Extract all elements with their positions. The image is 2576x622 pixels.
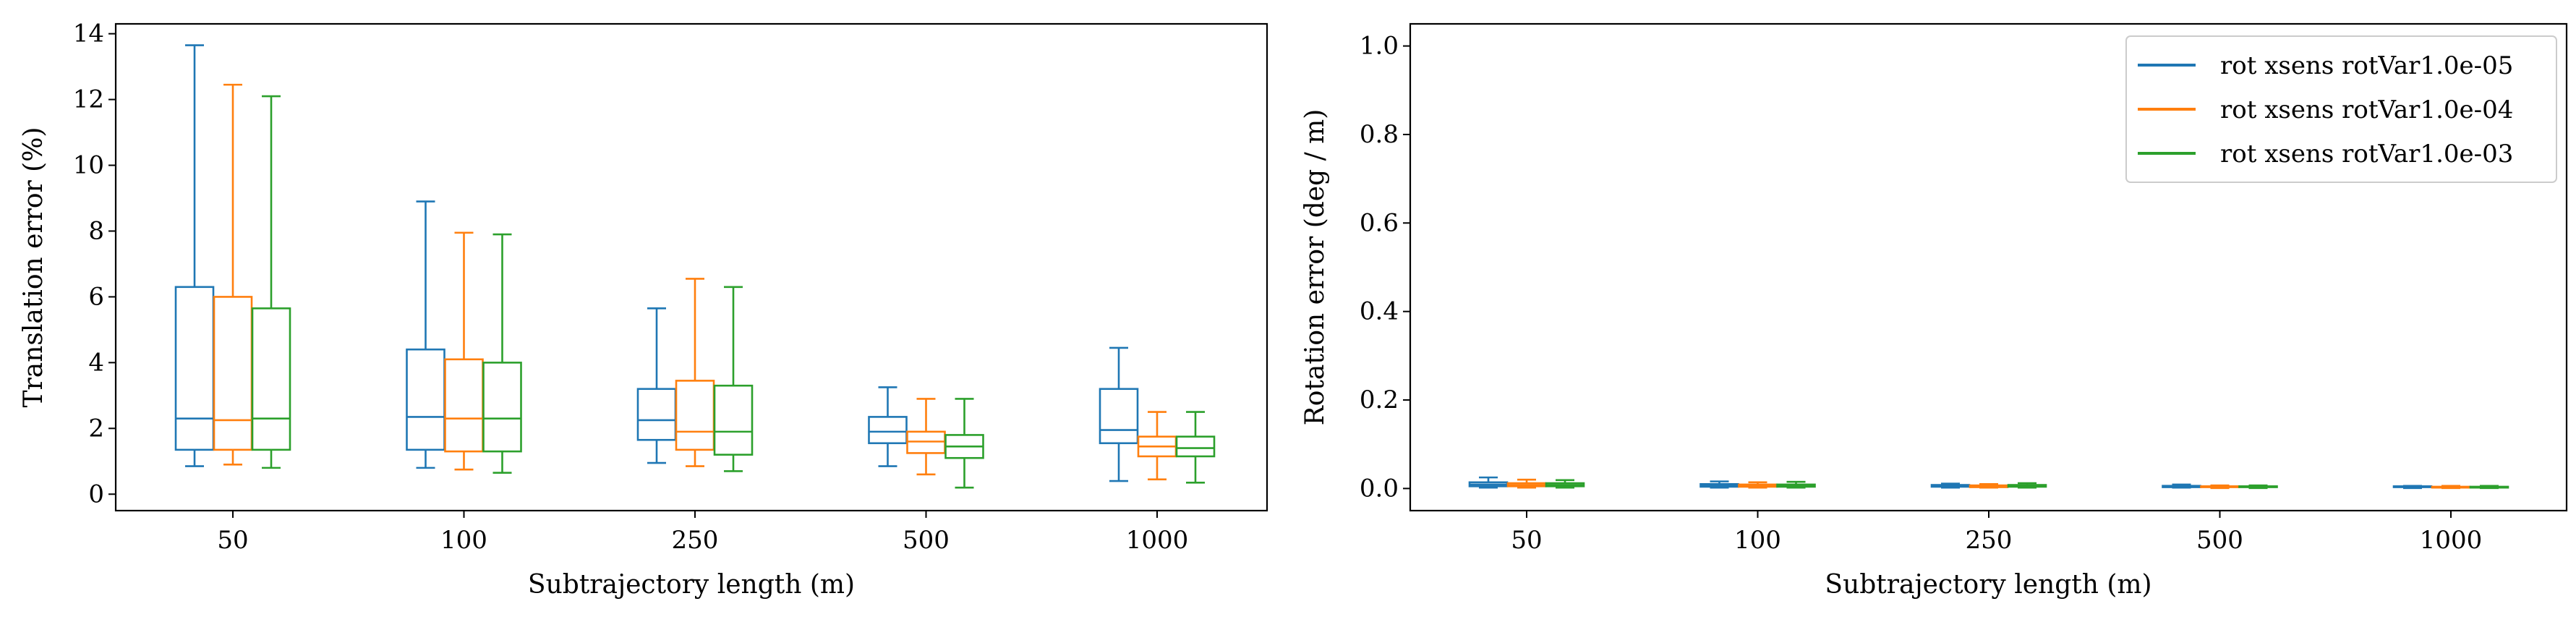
box-1000-series-1 xyxy=(1137,411,1177,481)
iqr-box xyxy=(713,384,754,456)
y-tick-label: 0.4 xyxy=(1360,297,1399,326)
axes-frame xyxy=(114,22,1268,512)
iqr-box xyxy=(636,388,677,441)
x-tick-label: 50 xyxy=(1511,526,1542,555)
series-1 xyxy=(1506,478,2471,490)
iqr-box xyxy=(174,286,215,451)
box-500-series-1 xyxy=(906,398,946,476)
x-tick-label: 1000 xyxy=(2420,526,2483,555)
x-tick-label: 250 xyxy=(672,526,719,555)
y-tick-label: 10 xyxy=(73,151,104,180)
box-100-series-1 xyxy=(444,231,484,471)
box-250-series-2 xyxy=(2007,482,2047,489)
box-50-series-2 xyxy=(1545,479,1585,489)
box-500-series-2 xyxy=(2238,484,2278,490)
box-50-series-0 xyxy=(174,44,215,467)
y-tick-label: 4 xyxy=(88,348,104,377)
legend-entry-label: rot xsens rotVar1.0e-03 xyxy=(2220,140,2513,169)
iqr-box xyxy=(1175,435,1216,458)
legend-entry-label: rot xsens rotVar1.0e-04 xyxy=(2220,95,2513,124)
x-tick-label: 1000 xyxy=(1126,526,1189,555)
series-2 xyxy=(1545,479,2509,490)
box-500-series-1 xyxy=(2200,484,2240,490)
y-tick-label: 0 xyxy=(88,480,104,508)
x-tick-label: 100 xyxy=(1734,526,1781,555)
x-tick-label: 100 xyxy=(440,526,487,555)
box-50-series-2 xyxy=(251,95,291,469)
series-0 xyxy=(174,44,1139,482)
y-axis-label: Rotation error (deg / m) xyxy=(1300,109,1330,426)
x-tick-label: 250 xyxy=(1966,526,2013,555)
legend-frame xyxy=(2125,35,2557,183)
iqr-box xyxy=(482,362,522,453)
box-1000-series-0 xyxy=(2392,485,2433,490)
x-axis-label: Subtrajectory length (m) xyxy=(528,570,855,600)
translation-error-panel: 0 2 4 6 8 10 12 14 50 100 250 500 1000 Subtrajectory … xyxy=(19,20,1268,600)
box-1000-series-0 xyxy=(1099,346,1139,482)
x-tick-label: 50 xyxy=(217,526,248,555)
box-50-series-1 xyxy=(1506,478,1547,489)
y-tick-label: 6 xyxy=(88,282,104,311)
box-100-series-1 xyxy=(1738,481,1778,489)
x-tick-label: 500 xyxy=(2196,526,2243,555)
series-1 xyxy=(213,83,1177,481)
legend: rot xsens rotVar1.0e-05 rot xsens rotVar1… xyxy=(2125,35,2557,183)
y-tick-label: 0.8 xyxy=(1360,120,1399,149)
y-tick-label: 0.0 xyxy=(1360,474,1399,503)
box-500-series-2 xyxy=(944,398,984,489)
iqr-box xyxy=(1099,388,1139,445)
y-tick-label: 0.2 xyxy=(1360,385,1399,414)
box-50-series-0 xyxy=(1468,476,1509,489)
rotation-error-panel: 0.0 0.2 0.4 0.6 0.8 1.0 50 100 250 500 1000 Subtraj… xyxy=(1300,22,2568,600)
iqr-box xyxy=(675,380,715,451)
y-tick-label: 2 xyxy=(88,414,104,443)
y-tick-label: 8 xyxy=(88,216,104,245)
series-0 xyxy=(1468,476,2433,490)
y-tick-label: 1.0 xyxy=(1360,32,1399,61)
box-250-series-0 xyxy=(1930,482,1971,489)
box-100-series-0 xyxy=(1699,480,1739,489)
y-tick-label: 0.6 xyxy=(1360,208,1399,237)
box-100-series-2 xyxy=(1776,480,1816,489)
iqr-box xyxy=(251,307,291,451)
x-axis-label: Subtrajectory length (m) xyxy=(1825,570,2151,600)
box-1000-series-2 xyxy=(2469,485,2509,490)
box-250-series-0 xyxy=(636,307,677,464)
box-500-series-0 xyxy=(2162,483,2201,489)
legend-entry-label: rot xsens rotVar1.0e-05 xyxy=(2220,51,2513,80)
box-250-series-1 xyxy=(675,278,715,467)
x-tick-label: 500 xyxy=(903,526,950,555)
y-axis-label: Translation error (%) xyxy=(19,127,48,408)
box-100-series-0 xyxy=(406,200,445,469)
box-50-series-1 xyxy=(213,83,253,466)
iqr-box xyxy=(213,296,253,451)
box-1000-series-1 xyxy=(2431,485,2471,490)
y-tick-label: 14 xyxy=(73,20,104,48)
y-tick-label: 12 xyxy=(73,85,104,114)
iqr-box xyxy=(868,416,908,445)
box-250-series-2 xyxy=(713,286,754,472)
box-100-series-2 xyxy=(482,233,522,474)
box-500-series-0 xyxy=(868,386,908,467)
box-1000-series-2 xyxy=(1175,411,1216,484)
box-250-series-1 xyxy=(1969,482,2009,489)
series-2 xyxy=(251,95,1216,489)
iqr-box xyxy=(406,348,445,451)
iqr-box xyxy=(444,358,484,453)
